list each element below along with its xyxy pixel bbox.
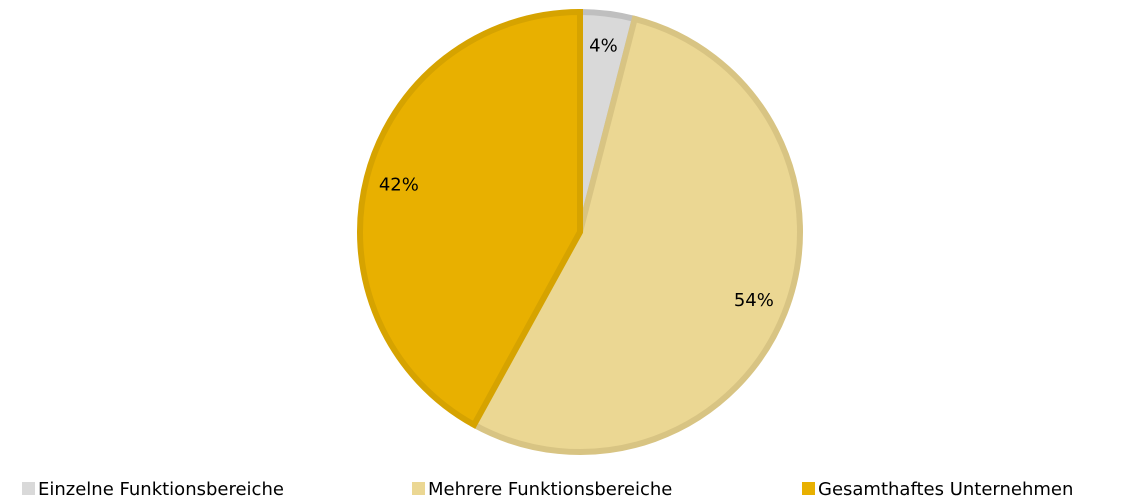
pie-slice bbox=[469, 15, 803, 455]
legend-label: Gesamthaftes Unternehmen bbox=[818, 479, 1073, 500]
pie-slice bbox=[357, 8, 583, 429]
data-label: 54% bbox=[734, 290, 774, 311]
legend-swatch bbox=[22, 482, 35, 495]
data-label: 42% bbox=[379, 174, 419, 195]
legend-label: Mehrere Funktionsbereiche bbox=[428, 479, 672, 500]
legend-swatch bbox=[412, 482, 425, 495]
data-label: 4% bbox=[589, 35, 618, 56]
legend-swatch bbox=[802, 482, 815, 495]
legend-label: Einzelne Funktionsbereiche bbox=[38, 479, 284, 500]
